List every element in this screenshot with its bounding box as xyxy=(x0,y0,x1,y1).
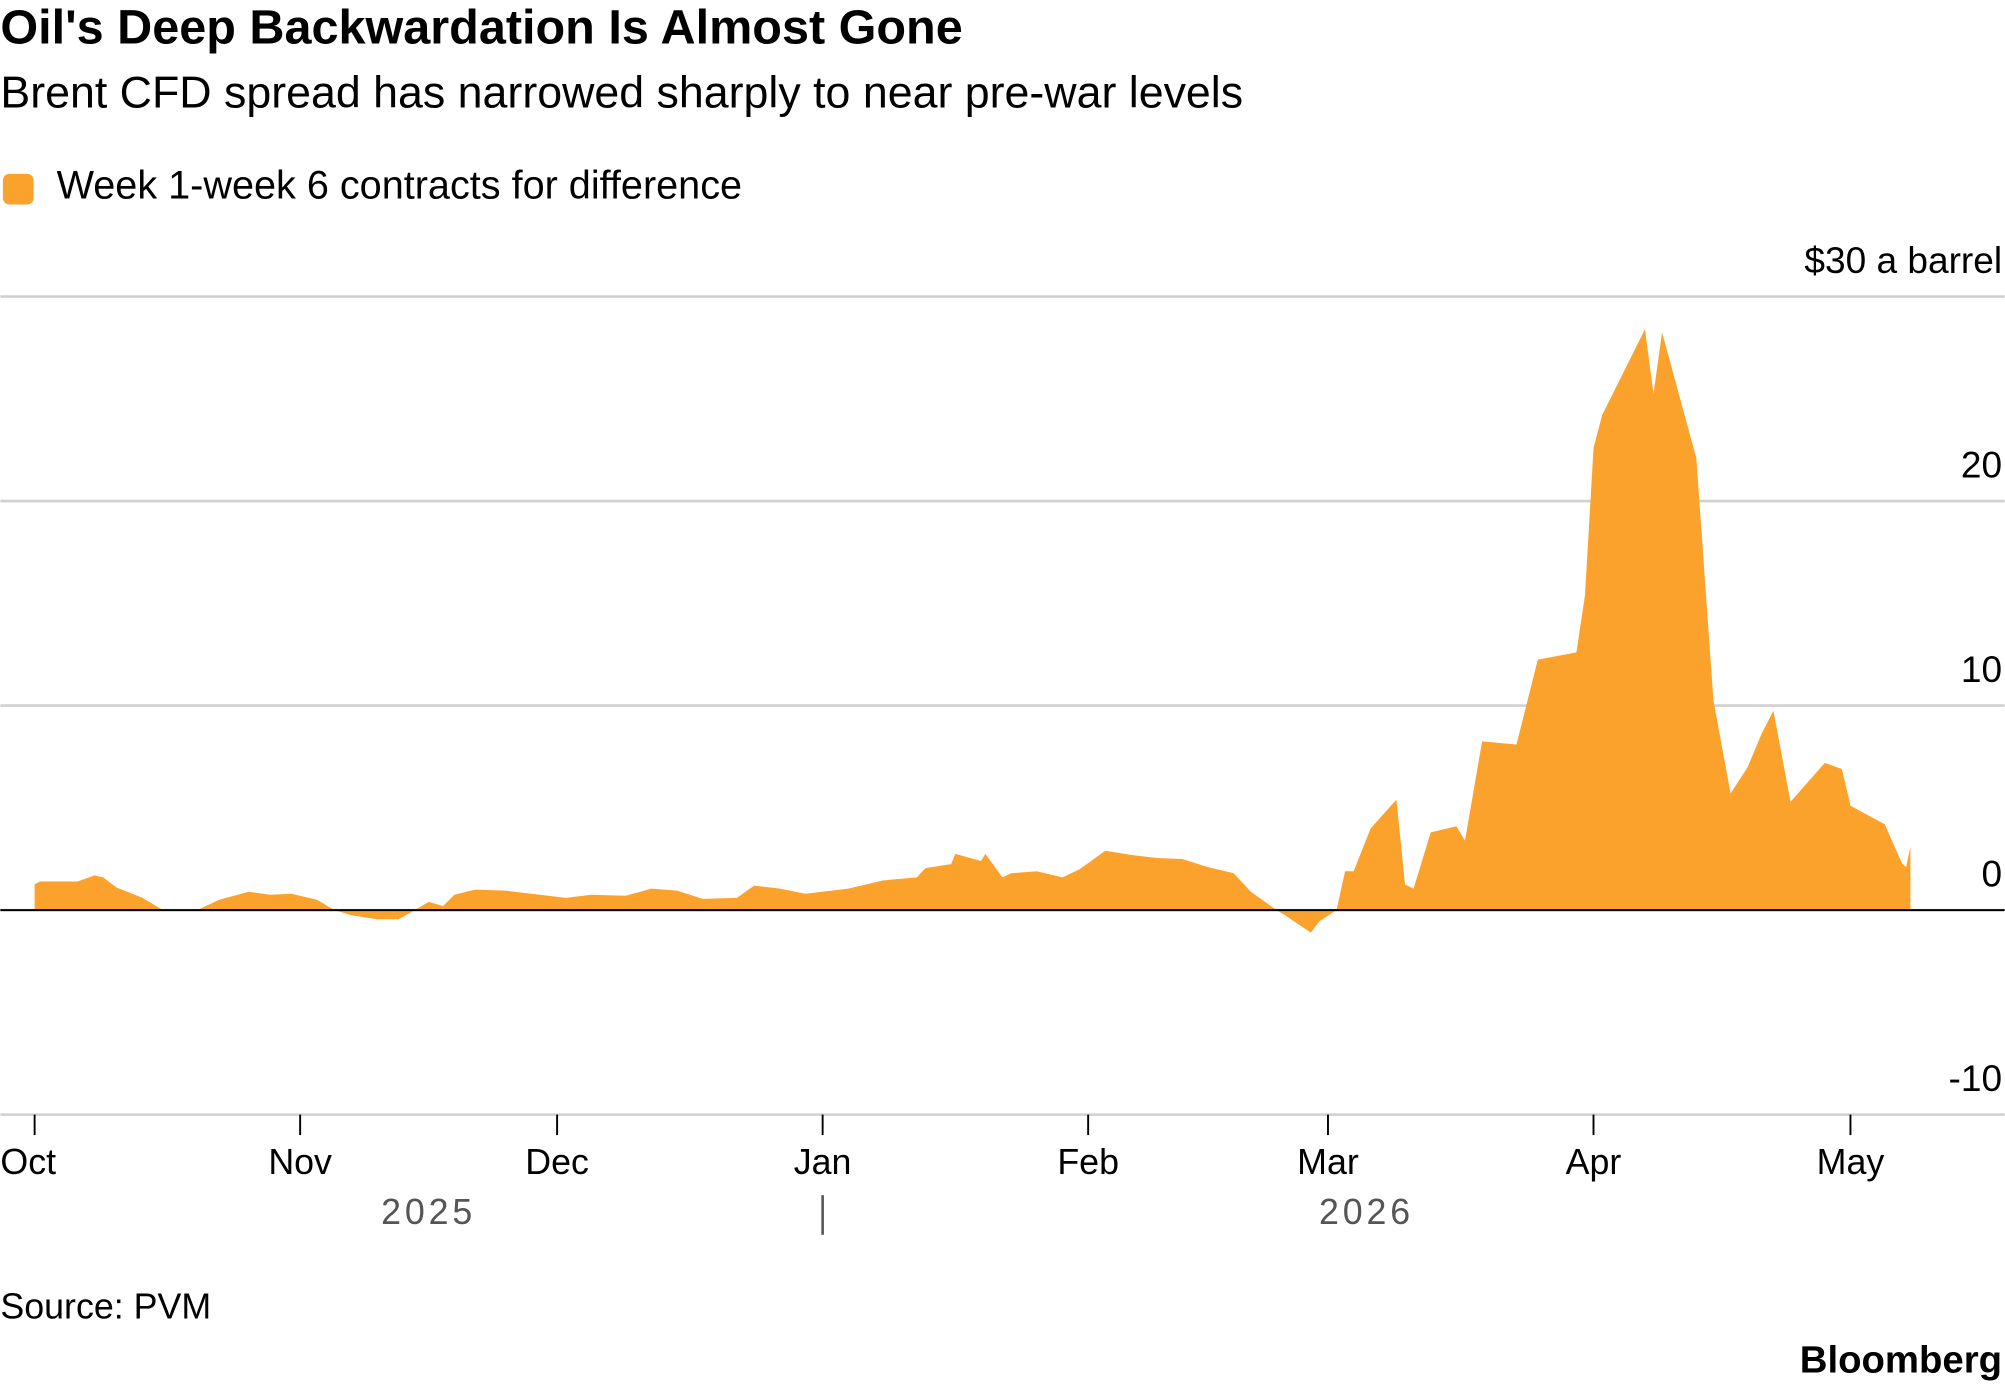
x-tick-label: Nov xyxy=(268,1142,332,1182)
legend-label: Week 1-week 6 contracts for difference xyxy=(57,163,742,207)
year-label: 2025 xyxy=(381,1192,476,1232)
y-tick-label: 20 xyxy=(1961,444,2002,486)
x-tick-label: Oct xyxy=(0,1142,56,1182)
source: Source: PVM xyxy=(0,1286,211,1326)
x-tick-label: Mar xyxy=(1297,1142,1359,1182)
area xyxy=(34,329,1911,933)
chart-subtitle: Brent CFD spread has narrowed sharply to… xyxy=(0,69,1243,118)
y-tick-label: $30 a barrel xyxy=(1804,239,2002,281)
x-tick-label: May xyxy=(1817,1142,1885,1182)
x-tick-label: Apr xyxy=(1566,1142,1622,1182)
brand: Bloomberg xyxy=(1800,1339,2002,1382)
legend-swatch xyxy=(2,173,34,205)
year-label: 2026 xyxy=(1319,1192,1414,1232)
y-tick-label: 10 xyxy=(1961,648,2002,690)
x-tick-label: Feb xyxy=(1057,1142,1119,1182)
y-tick-label: -10 xyxy=(1949,1057,2003,1099)
y-tick-label: 0 xyxy=(1981,853,2002,895)
x-tick-label: Dec xyxy=(525,1142,589,1182)
x-tick-label: Jan xyxy=(794,1142,852,1182)
chart-title: Oil's Deep Backwardation Is Almost Gone xyxy=(0,1,962,55)
